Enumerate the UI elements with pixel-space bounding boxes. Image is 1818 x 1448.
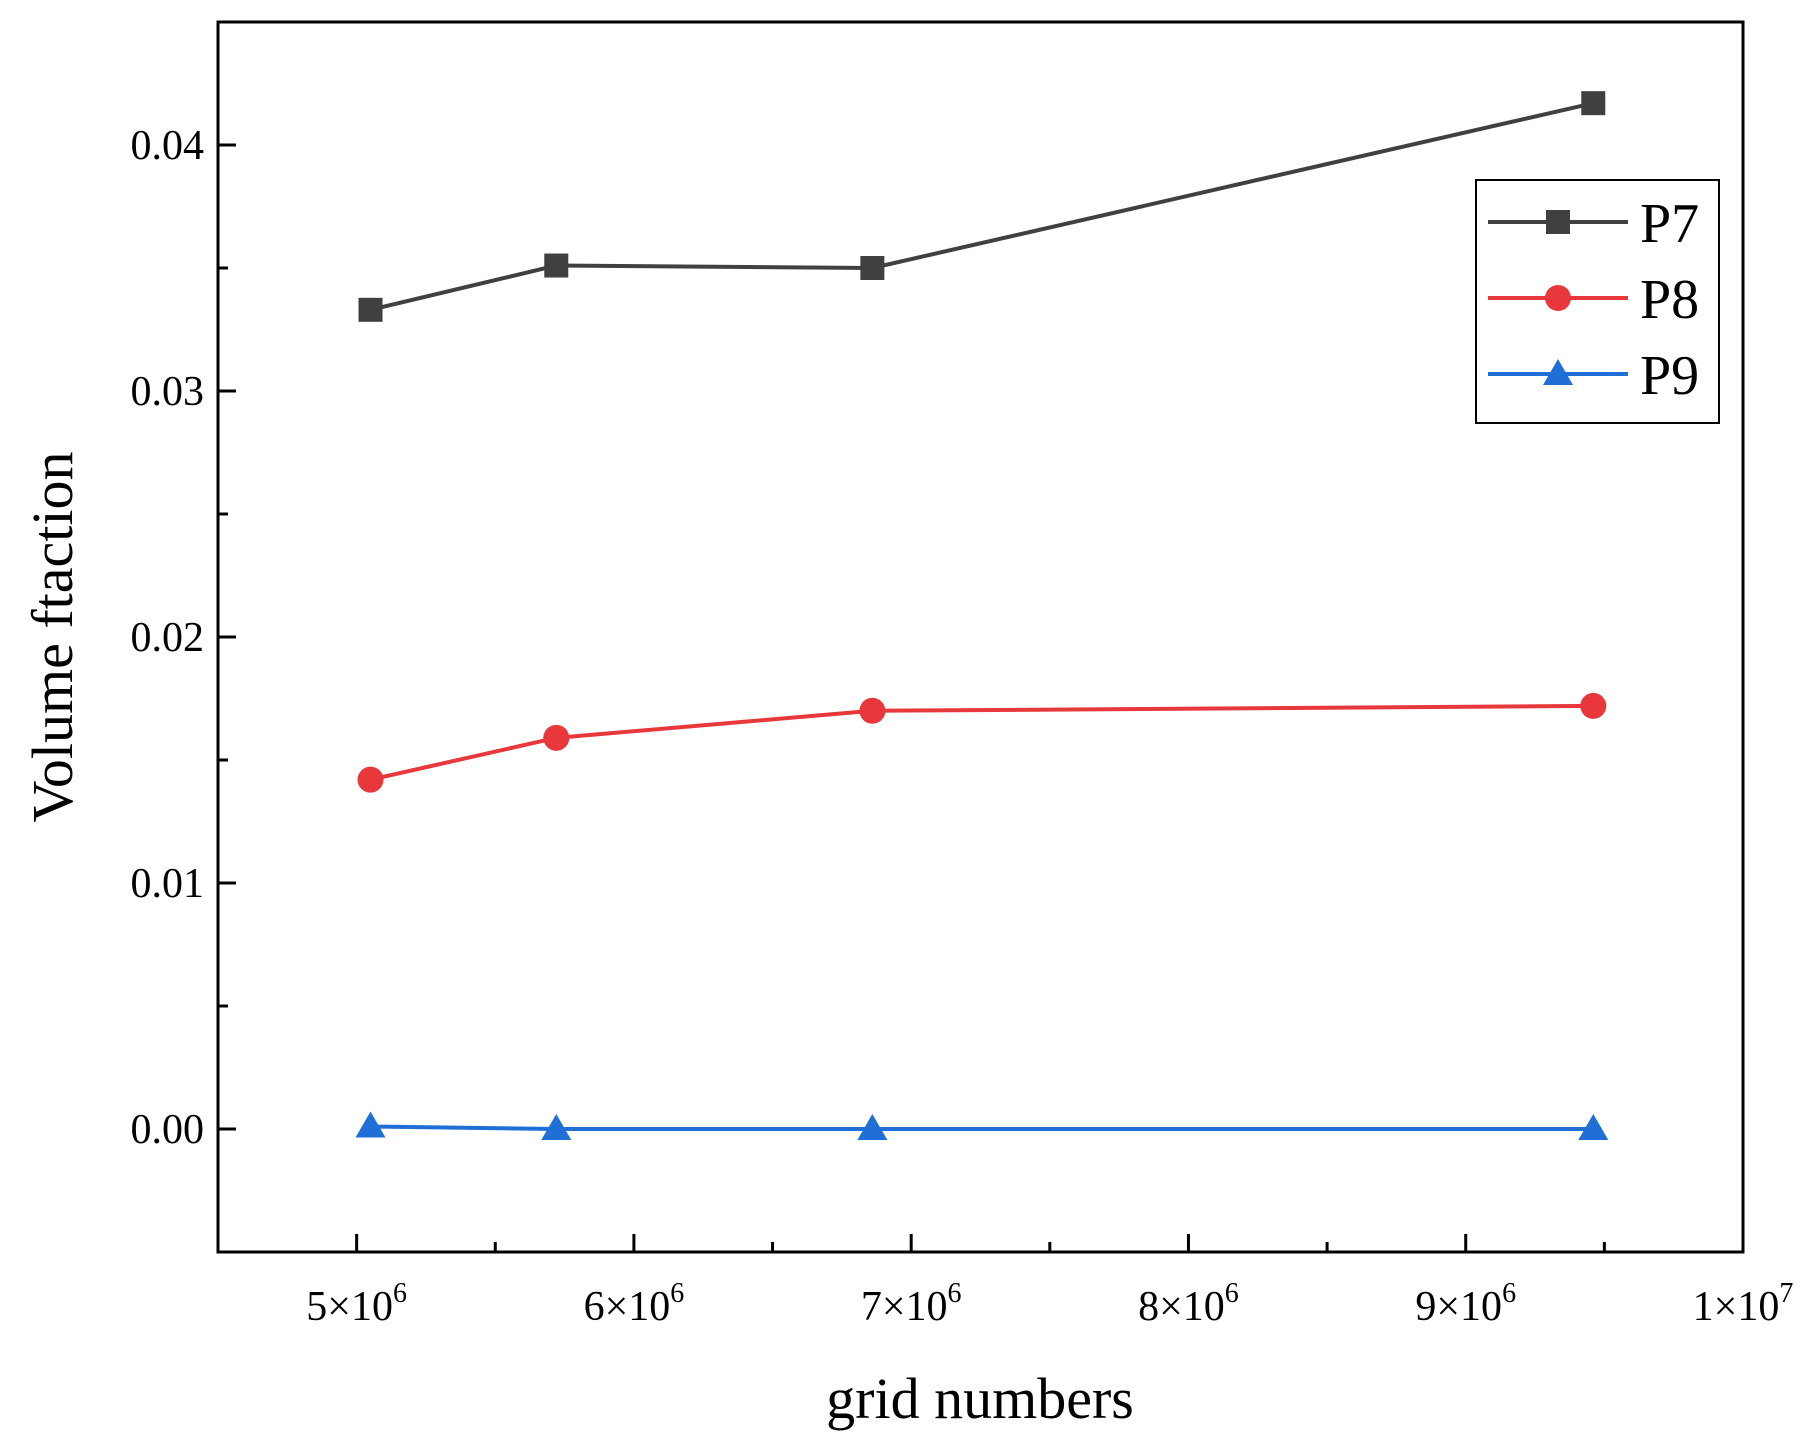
data-point-p8 (543, 724, 570, 751)
y-tick-label: 0.01 (131, 861, 205, 907)
data-point-p9 (857, 1114, 888, 1140)
x-tick-label: 7×106 (861, 1278, 962, 1330)
y-tick-label: 0.04 (131, 123, 205, 169)
x-axis: 5×106 6×106 7×106 8×106 9×106 1×107 (216, 1234, 1794, 1330)
data-point-p8 (357, 766, 384, 793)
y-axis: 0.00 0.01 0.02 0.03 0.04 (131, 123, 236, 1254)
legend-marker-p7 (1546, 210, 1570, 234)
legend-label-p7: P7 (1640, 193, 1699, 255)
legend-marker-p9 (1543, 359, 1573, 385)
series-line-p9 (370, 1124, 1594, 1131)
legend-marker-p8 (1545, 285, 1571, 311)
series-line-p7 (370, 101, 1594, 312)
y-axis-title: Volume ftaction (20, 451, 85, 822)
data-point-p7 (358, 297, 383, 322)
x-tick-label: 5×106 (306, 1278, 407, 1330)
data-point-p7 (860, 256, 885, 280)
x-tick-label: 9×106 (1415, 1278, 1516, 1330)
legend-label-p8: P8 (1640, 269, 1699, 331)
data-point-p7 (1581, 91, 1606, 116)
data-point-p9 (541, 1114, 572, 1140)
x-axis-title: grid numbers (826, 1366, 1134, 1431)
data-point-p8 (859, 697, 886, 724)
data-point-p7 (544, 253, 569, 278)
data-point-p9 (355, 1111, 386, 1138)
y-tick-label: 0.03 (131, 369, 205, 415)
series-layer (355, 91, 1609, 1140)
legend: P7 P8 P9 (1475, 179, 1720, 424)
y-tick-label: 0.02 (131, 615, 205, 661)
x-tick-label: 8×106 (1138, 1278, 1239, 1330)
data-point-p9 (1578, 1114, 1609, 1140)
legend-label-p9: P9 (1640, 345, 1699, 407)
x-tick-label: 1×107 (1693, 1278, 1794, 1330)
data-point-p8 (1580, 692, 1607, 719)
series-line-p8 (370, 703, 1594, 782)
y-tick-label: 0.00 (131, 1107, 205, 1153)
x-tick-label: 6×106 (584, 1278, 685, 1330)
